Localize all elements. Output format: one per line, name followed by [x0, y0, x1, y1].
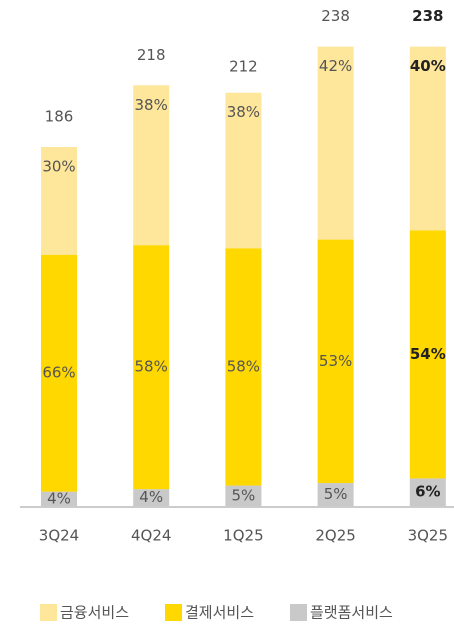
x-tick-label: 3Q25 [408, 527, 448, 545]
value-label: 5% [324, 485, 348, 503]
value-label: 30% [42, 158, 75, 176]
bar-segment [41, 254, 77, 492]
value-label: 54% [410, 345, 446, 363]
total-label: 238 [412, 7, 443, 25]
value-label: 58% [135, 358, 168, 376]
bar-segment [133, 85, 170, 246]
bar-segment [41, 491, 77, 506]
legend-label: 금융서비스 [60, 604, 129, 622]
bar-segment [317, 239, 354, 484]
value-label: 5% [232, 486, 256, 504]
value-label: 58% [227, 357, 260, 375]
x-tick-label: 4Q24 [131, 527, 171, 545]
value-label: 40% [410, 57, 446, 75]
legend-swatch [290, 604, 307, 621]
legend-label: 플랫폼서비스 [310, 604, 393, 622]
legend-swatch [40, 604, 57, 621]
bar-segment [133, 245, 170, 490]
value-label: 38% [135, 96, 168, 114]
value-label: 6% [415, 483, 440, 501]
legend-swatch [165, 604, 182, 621]
value-label: 4% [139, 488, 163, 506]
x-tick-label: 1Q25 [223, 527, 263, 545]
bar-segment [225, 248, 262, 486]
value-label: 38% [227, 103, 260, 121]
x-tick-label: 2Q25 [315, 527, 355, 545]
value-label: 66% [42, 364, 75, 382]
x-tick-label: 3Q24 [39, 527, 79, 545]
bar-segment [409, 478, 446, 506]
total-label: 212 [229, 57, 258, 75]
bar-segment [409, 46, 446, 231]
total-label: 238 [321, 7, 350, 25]
value-label: 53% [319, 352, 352, 370]
bar-segment [409, 230, 446, 479]
total-label: 186 [45, 108, 74, 126]
bar-segment [225, 485, 262, 506]
bar-segment [133, 489, 170, 506]
bar-segment [317, 46, 354, 240]
value-label: 4% [47, 489, 71, 507]
legend-label: 결제서비스 [185, 604, 254, 622]
total-label: 218 [137, 46, 166, 64]
bar-segment [41, 147, 77, 255]
bar-segment [317, 483, 354, 506]
value-label: 42% [319, 57, 352, 75]
bar-segment [225, 92, 262, 249]
